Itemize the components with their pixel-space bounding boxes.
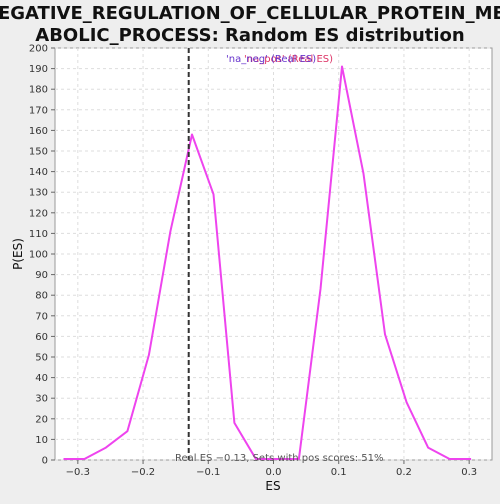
y-tick-label: 50 [35,353,48,364]
y-tick-label: 110 [29,229,48,240]
y-tick-label: 30 [35,394,48,405]
y-tick-label: 170 [29,105,48,116]
es-distribution-line [63,65,472,460]
chart-title-line-1: NEGATIVE_REGULATION_OF_CELLULAR_PROTEIN_… [0,3,500,24]
y-tick-label: 60 [35,332,48,343]
y-tick-label: 90 [35,270,48,281]
y-tick-label: 130 [29,188,48,199]
na-pos-label: 'na_pos' (Real ES) [244,54,333,65]
chart-title-line-2: ABOLIC_PROCESS: Random ES distribution [35,25,464,46]
y-tick-label: 120 [29,208,48,219]
y-tick-label: 150 [29,147,48,158]
x-tick-label: 0.0 [266,467,282,478]
x-axis-label: ES [265,479,280,493]
y-tick-label: 10 [35,435,48,446]
x-tick-label: −0.3 [66,467,90,478]
y-tick-label: 200 [29,44,48,55]
grid [55,47,492,461]
real-es-summary: Real ES −0.13, Sets with pos scores: 51% [175,453,384,464]
y-tick-label: 70 [35,311,48,322]
y-tick-label: 160 [29,126,48,137]
y-axis-label: P(ES) [11,238,25,270]
y-tick-label: 0 [42,456,48,467]
y-tick-label: 40 [35,373,48,384]
y-tick-label: 20 [35,414,48,425]
na-neg-label: 'na_neg' (Real ES) [226,54,316,65]
x-tick-label: −0.1 [196,467,220,478]
y-tick-label: 190 [29,64,48,75]
series [63,65,472,460]
axes: 0 10 20 30 40 50 60 70 80 90 100 110 120 130 140 150 160… [29,44,477,479]
y-tick-label: 180 [29,85,48,96]
x-tick-label: −0.2 [131,467,155,478]
x-tick-label: 0.3 [461,467,477,478]
y-tick-label: 140 [29,167,48,178]
y-tick-label: 80 [35,291,48,302]
x-tick-label: 0.2 [396,467,412,478]
y-tick-label: 100 [29,250,48,261]
x-tick-label: 0.1 [331,467,347,478]
